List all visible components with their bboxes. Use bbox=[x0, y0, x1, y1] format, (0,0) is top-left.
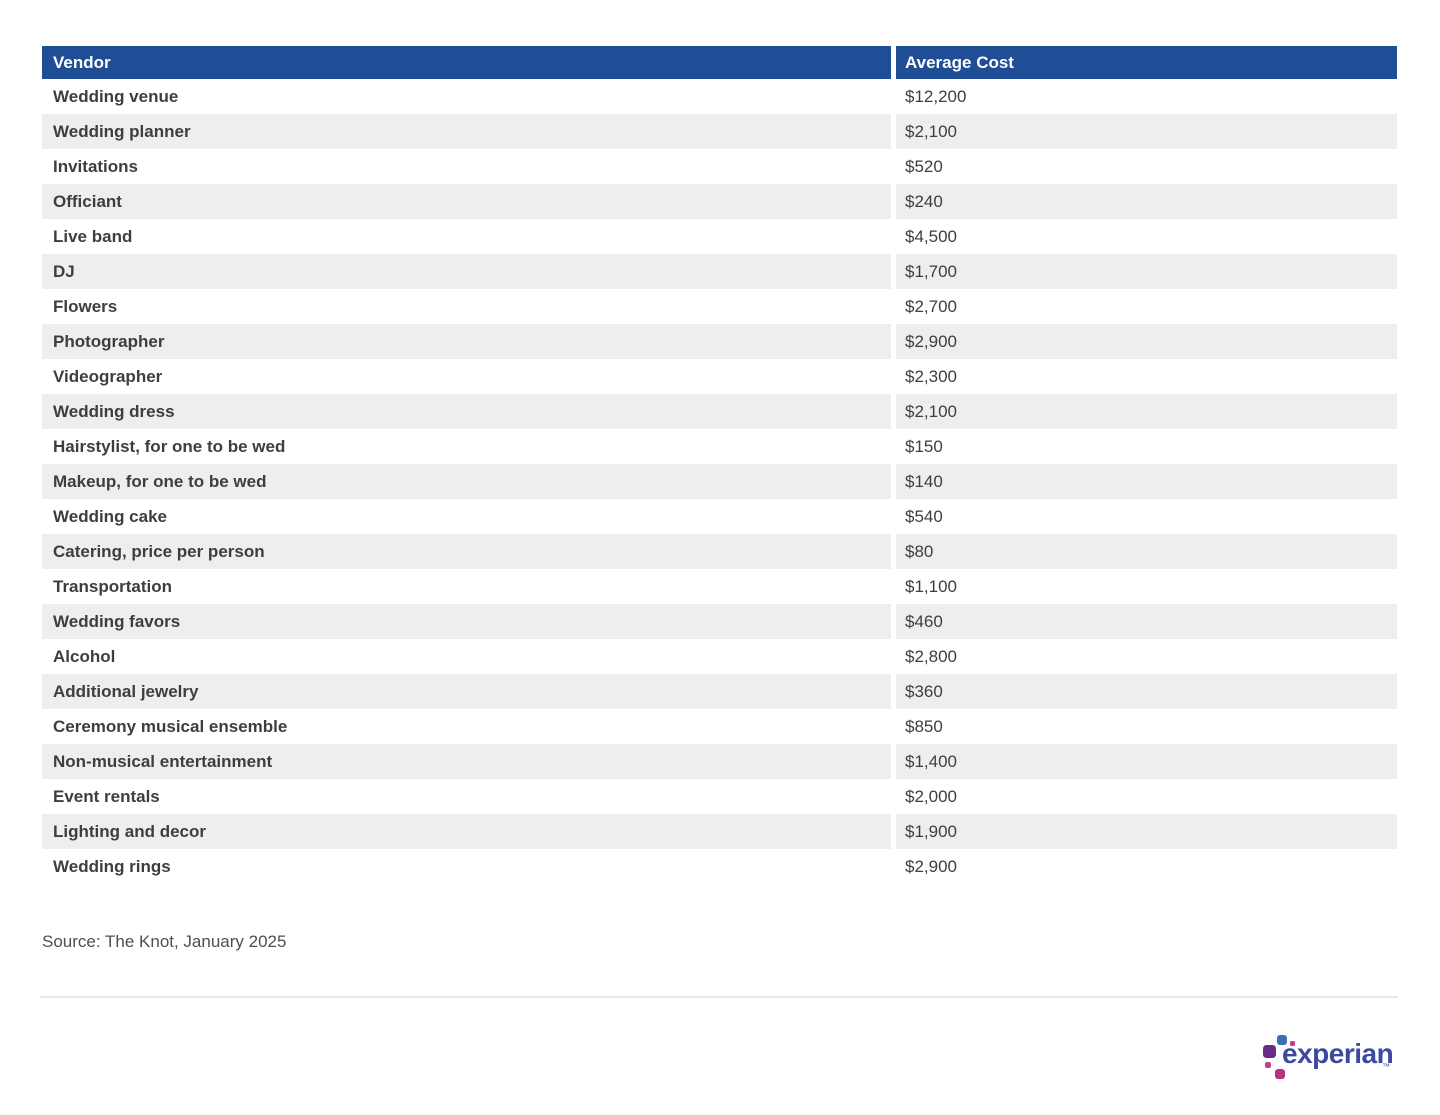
vendor-cell: Wedding rings bbox=[53, 856, 171, 876]
vendor-cell: Wedding dress bbox=[53, 401, 175, 421]
table-row: Lighting and decor $1,900 bbox=[42, 814, 1397, 849]
vendor-cell: Wedding cake bbox=[53, 506, 167, 526]
trademark-symbol: ™ bbox=[1382, 1062, 1390, 1071]
table-row: Additional jewelry $360 bbox=[42, 674, 1397, 709]
vendor-cell: Wedding favors bbox=[53, 611, 181, 631]
average-cost-cell: $4,500 bbox=[891, 219, 1397, 254]
table-row: Alcohol $2,800 bbox=[42, 639, 1397, 674]
average-cost-cell: $850 bbox=[891, 709, 1397, 744]
vendor-cell: Officiant bbox=[53, 191, 122, 211]
column-header-average-cost: Average Cost bbox=[891, 46, 1397, 79]
table-row: DJ $1,700 bbox=[42, 254, 1397, 289]
average-cost-cell: $2,700 bbox=[891, 289, 1397, 324]
vendor-cell: Additional jewelry bbox=[53, 681, 199, 701]
vendor-cell: Flowers bbox=[53, 296, 118, 316]
average-cost-cell: $2,300 bbox=[891, 359, 1397, 394]
vendor-cell: Catering, price per person bbox=[53, 541, 265, 561]
experian-logo-magenta-square-icon bbox=[1275, 1069, 1285, 1079]
experian-logo: experian ™ bbox=[1258, 1030, 1398, 1092]
average-cost-cell: $1,900 bbox=[891, 814, 1397, 849]
average-cost-cell: $12,200 bbox=[891, 79, 1397, 114]
table-row: Catering, price per person $80 bbox=[42, 534, 1397, 569]
table-row: Hairstylist, for one to be wed $150 bbox=[42, 429, 1397, 464]
vendor-cell: Invitations bbox=[53, 156, 139, 176]
average-cost-cell: $460 bbox=[891, 604, 1397, 639]
average-cost-cell: $140 bbox=[891, 464, 1397, 499]
vendor-cell: Makeup, for one to be wed bbox=[53, 471, 267, 491]
table-row: Invitations $520 bbox=[42, 149, 1397, 184]
average-cost-cell: $1,100 bbox=[891, 569, 1397, 604]
table-row: Event rentals $2,000 bbox=[42, 779, 1397, 814]
vendor-cell: Non-musical entertainment bbox=[53, 751, 273, 771]
column-header-vendor: Vendor bbox=[53, 52, 111, 72]
vendor-cell: Live band bbox=[53, 226, 133, 246]
vendor-cell: Photographer bbox=[53, 331, 165, 351]
table-row: Transportation $1,100 bbox=[42, 569, 1397, 604]
vendor-cell: Videographer bbox=[53, 366, 163, 386]
vendor-cell: Wedding venue bbox=[53, 86, 179, 106]
table-row: Wedding venue $12,200 bbox=[42, 79, 1397, 114]
table-row: Wedding favors $460 bbox=[42, 604, 1397, 639]
table-row: Ceremony musical ensemble $850 bbox=[42, 709, 1397, 744]
vendor-cell: Wedding planner bbox=[53, 121, 191, 141]
table-row: Wedding dress $2,100 bbox=[42, 394, 1397, 429]
table-row: Makeup, for one to be wed $140 bbox=[42, 464, 1397, 499]
vendor-cell: Alcohol bbox=[53, 646, 116, 666]
average-cost-cell: $520 bbox=[891, 149, 1397, 184]
table-row: Wedding cake $540 bbox=[42, 499, 1397, 534]
table-row: Videographer $2,300 bbox=[42, 359, 1397, 394]
average-cost-cell: $540 bbox=[891, 499, 1397, 534]
table-row: Wedding planner $2,100 bbox=[42, 114, 1397, 149]
average-cost-cell: $150 bbox=[891, 429, 1397, 464]
vendor-cell: Event rentals bbox=[53, 786, 160, 806]
source-note: Source: The Knot, January 2025 bbox=[42, 932, 287, 951]
average-cost-cell: $2,800 bbox=[891, 639, 1397, 674]
experian-logo-magenta-dot-icon bbox=[1290, 1041, 1295, 1046]
average-cost-cell: $2,900 bbox=[891, 849, 1397, 884]
table-row: Non-musical entertainment $1,400 bbox=[42, 744, 1397, 779]
footer-divider bbox=[40, 996, 1398, 998]
experian-logo-purple-square-icon bbox=[1263, 1045, 1276, 1058]
vendor-cell: Hairstylist, for one to be wed bbox=[53, 436, 286, 456]
average-cost-cell: $2,100 bbox=[891, 114, 1397, 149]
average-cost-cell: $2,000 bbox=[891, 779, 1397, 814]
average-cost-cell: $1,700 bbox=[891, 254, 1397, 289]
table-row: Wedding rings $2,900 bbox=[42, 849, 1397, 884]
table-row: Flowers $2,700 bbox=[42, 289, 1397, 324]
table-row: Officiant $240 bbox=[42, 184, 1397, 219]
experian-logo-magenta-small-square-icon bbox=[1265, 1062, 1271, 1068]
average-cost-cell: $2,100 bbox=[891, 394, 1397, 429]
average-cost-cell: $80 bbox=[891, 534, 1397, 569]
table-header-row: Vendor Average Cost bbox=[42, 46, 1397, 79]
average-cost-cell: $240 bbox=[891, 184, 1397, 219]
average-cost-cell: $360 bbox=[891, 674, 1397, 709]
experian-logo-blue-square-icon bbox=[1277, 1035, 1287, 1045]
average-cost-cell: $2,900 bbox=[891, 324, 1397, 359]
vendor-cell: DJ bbox=[53, 261, 75, 281]
table-row: Live band $4,500 bbox=[42, 219, 1397, 254]
table-row: Photographer $2,900 bbox=[42, 324, 1397, 359]
table-body: Wedding venue $12,200 Wedding planner $2,10… bbox=[42, 79, 1397, 884]
experian-logo-wordmark: experian bbox=[1282, 1038, 1394, 1069]
vendor-cell: Ceremony musical ensemble bbox=[53, 716, 288, 736]
average-wedding-vendor-cost-table: Vendor Average Cost Wedding venue $12,200… bbox=[42, 46, 1397, 884]
vendor-cell: Transportation bbox=[53, 576, 173, 596]
vendor-cell: Lighting and decor bbox=[53, 821, 206, 841]
average-cost-cell: $1,400 bbox=[891, 744, 1397, 779]
